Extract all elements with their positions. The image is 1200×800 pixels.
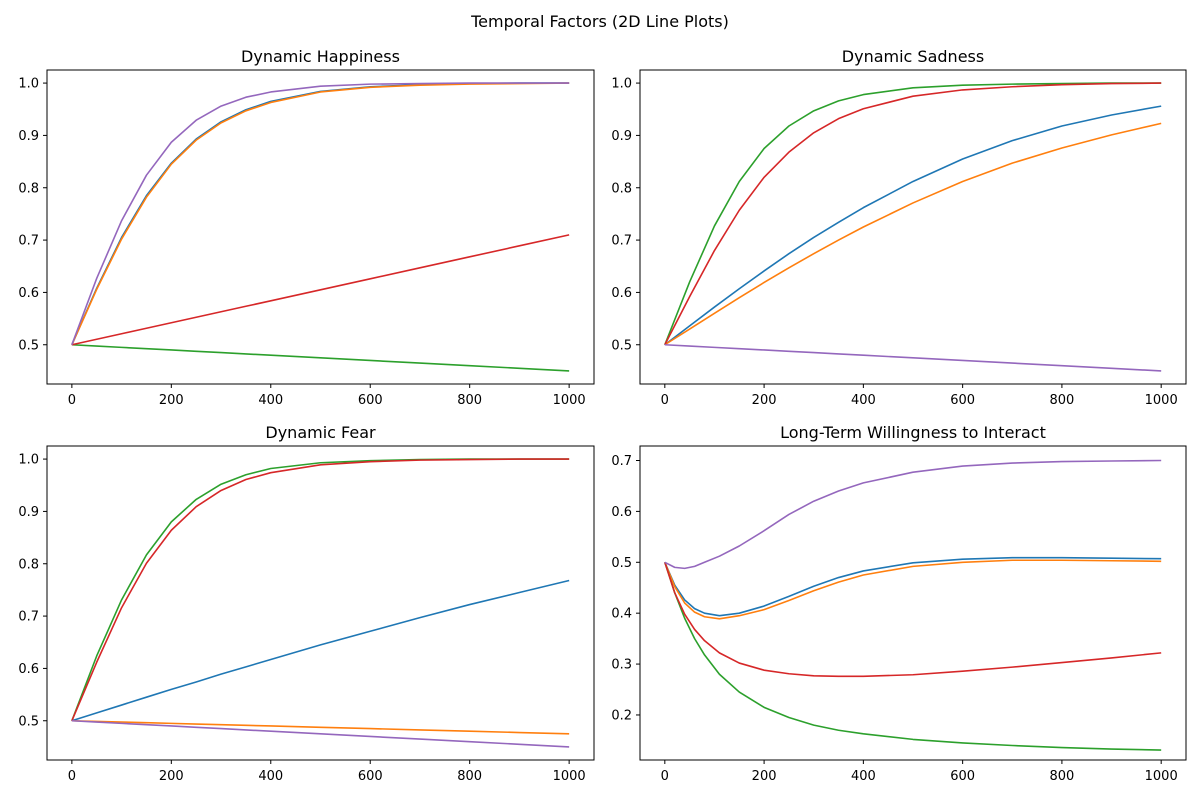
x-tick-label: 0	[68, 769, 76, 784]
x-tick-label: 600	[950, 769, 975, 784]
y-tick-label: 0.7	[18, 234, 39, 249]
x-tick-label: 400	[851, 393, 876, 408]
panel-3: Dynamic Fear 0 200 400 600 800 1000 0.5 0.6 0.7 0.…	[18, 423, 595, 784]
x-tick-label: 200	[752, 769, 777, 784]
y-tick-label: 0.5	[611, 556, 632, 571]
series-line-2	[664, 559, 1162, 620]
series-line-5	[664, 343, 1162, 372]
series-line-3	[71, 343, 570, 372]
series-line-3	[71, 458, 570, 722]
panel-4: Long-Term Willingness to Interact 0 200 400…	[611, 423, 1187, 784]
series-line-4	[71, 458, 570, 722]
series-line-3	[664, 562, 1162, 751]
y-tick-label: 0.6	[611, 286, 632, 301]
x-tick-label: 600	[358, 769, 383, 784]
y-tick-label: 0.5	[18, 714, 39, 729]
x-tick-label: 200	[752, 393, 777, 408]
y-tick-label: 1.0	[18, 453, 39, 468]
y-tick-label: 1.0	[611, 77, 632, 92]
series-line-5	[71, 82, 570, 346]
x-tick-label: 800	[1049, 769, 1074, 784]
y-tick-label: 0.6	[18, 286, 39, 301]
x-tick-label: 600	[358, 393, 383, 408]
series-line-1	[664, 105, 1162, 346]
series-line-2	[71, 82, 570, 346]
x-tick-label: 0	[68, 393, 76, 408]
y-tick-label: 0.7	[611, 454, 632, 469]
x-tick-label: 0	[661, 769, 669, 784]
panel-title: Dynamic Sadness	[842, 47, 984, 66]
series-line-3	[664, 82, 1162, 346]
y-tick-label: 0.2	[611, 708, 632, 723]
y-tick-label: 1.0	[18, 77, 39, 92]
axes-frame	[639, 445, 1187, 761]
y-tick-label: 0.8	[18, 181, 39, 196]
y-tick-label: 0.9	[611, 129, 632, 144]
y-tick-label: 0.9	[18, 505, 39, 520]
panel-title: Dynamic Fear	[265, 423, 376, 442]
y-tick-label: 0.7	[611, 234, 632, 249]
series-group	[664, 82, 1162, 372]
series-line-4	[664, 562, 1162, 678]
y-tick-label: 0.8	[18, 557, 39, 572]
series-line-5	[71, 719, 570, 748]
series-line-1	[71, 82, 570, 346]
axes-frame	[46, 445, 595, 761]
series-line-1	[664, 556, 1162, 617]
x-tick-label: 800	[457, 393, 482, 408]
series-line-5	[664, 459, 1162, 570]
figure-title: Temporal Factors (2D Line Plots)	[471, 12, 729, 31]
panel-2: Dynamic Sadness 0 200 400 600 800 1000 0.5 0.6 0.…	[611, 47, 1187, 408]
series-group	[71, 82, 570, 372]
axes-frame	[46, 69, 595, 385]
series-line-4	[71, 234, 570, 346]
y-tick-label: 0.8	[611, 181, 632, 196]
y-tick-label: 0.5	[611, 338, 632, 353]
panel-title: Long-Term Willingness to Interact	[780, 423, 1046, 442]
y-tick-label: 0.4	[611, 607, 632, 622]
series-line-4	[664, 82, 1162, 346]
x-tick-label: 400	[258, 769, 283, 784]
x-tick-label: 800	[1049, 393, 1074, 408]
y-tick-label: 0.6	[611, 505, 632, 520]
series-group	[664, 459, 1162, 751]
series-group	[71, 458, 570, 748]
x-tick-label: 1000	[1145, 393, 1178, 408]
y-tick-label: 0.9	[18, 129, 39, 144]
x-tick-label: 1000	[1145, 769, 1178, 784]
y-tick-label: 0.3	[611, 658, 632, 673]
x-tick-label: 1000	[553, 769, 586, 784]
x-tick-label: 200	[159, 769, 184, 784]
x-tick-label: 200	[159, 393, 184, 408]
series-line-1	[71, 579, 570, 722]
panel-1: Dynamic Happiness 0 200 400 600 800 1000 0.5 0.6…	[18, 47, 595, 408]
y-tick-label: 0.5	[18, 338, 39, 353]
x-tick-label: 400	[851, 769, 876, 784]
x-tick-label: 800	[457, 769, 482, 784]
y-tick-label: 0.7	[18, 610, 39, 625]
x-tick-label: 600	[950, 393, 975, 408]
panel-title: Dynamic Happiness	[241, 47, 400, 66]
x-tick-label: 400	[258, 393, 283, 408]
x-tick-label: 1000	[553, 393, 586, 408]
series-line-2	[71, 719, 570, 735]
y-tick-label: 0.6	[18, 662, 39, 677]
axes-frame	[639, 69, 1187, 385]
series-line-2	[664, 122, 1162, 346]
x-tick-label: 0	[661, 393, 669, 408]
